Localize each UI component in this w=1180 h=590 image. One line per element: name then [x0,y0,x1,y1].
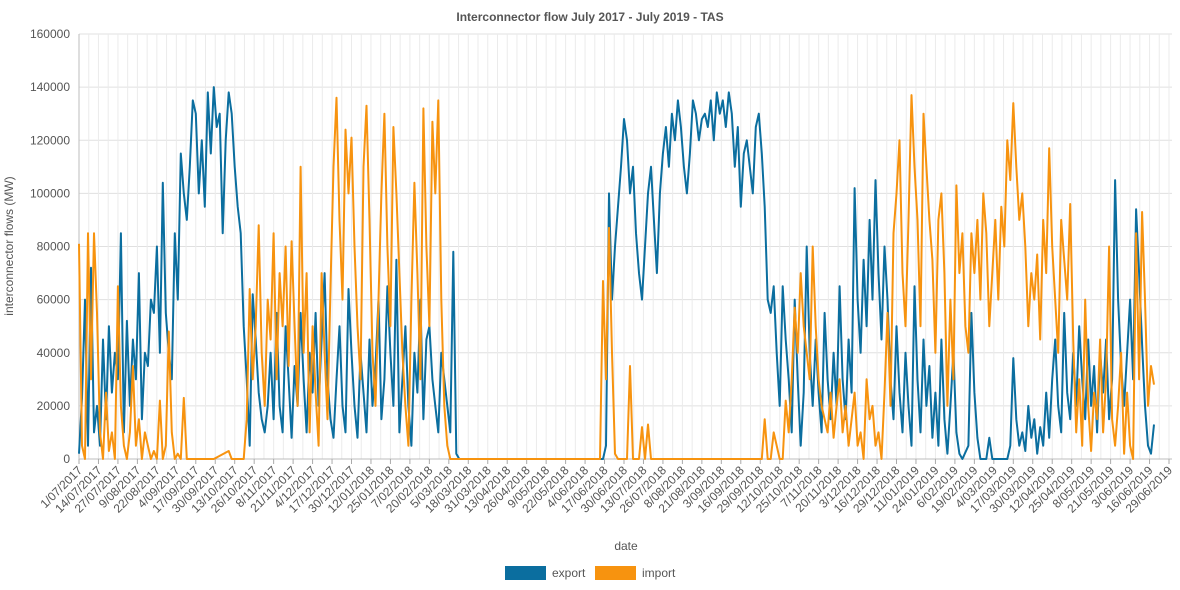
y-tick-label: 80000 [37,240,71,254]
y-axis-title: interconnector flows (MW) [2,176,16,315]
x-axis-ticks: 1/07/201714/07/201727/07/20179/08/201722… [37,459,1175,516]
legend-label: import [642,566,676,580]
grid [78,33,1172,460]
y-tick-label: 40000 [37,346,71,360]
y-tick-label: 60000 [37,293,71,307]
legend-label: export [552,566,586,580]
series-layer [78,86,1155,460]
y-tick-label: 20000 [37,399,71,413]
y-tick-label: 120000 [30,133,70,147]
y-tick-label: 100000 [30,186,70,200]
series-line-export [78,86,1155,460]
legend-swatch [505,566,546,580]
legend-swatch [595,566,636,580]
legend: export import [505,566,676,580]
legend-item-export[interactable]: export [505,566,586,580]
series-line-import [78,94,1155,460]
y-tick-label: 160000 [30,27,70,41]
y-axis-ticks: 0 20000 40000 60000 80000 100000 120000 140000 1… [30,27,70,466]
legend-item-import[interactable]: import [595,566,676,580]
x-axis-title: date [614,539,638,553]
chart-title: Interconnector flow July 2017 - July 201… [456,10,723,24]
y-tick-label: 0 [63,452,70,466]
y-tick-label: 140000 [30,80,70,94]
